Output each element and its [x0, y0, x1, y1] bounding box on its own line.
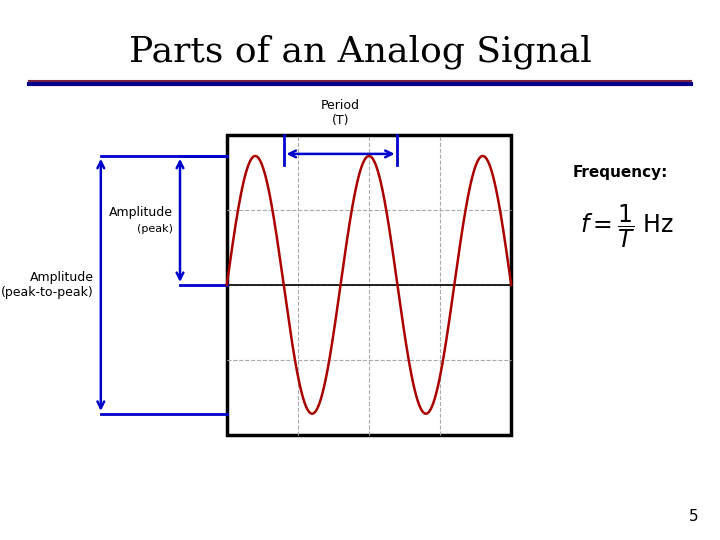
Text: Period
(T): Period (T)	[321, 99, 360, 127]
Bar	[227, 135, 511, 435]
Text: Parts of an Analog Signal: Parts of an Analog Signal	[129, 34, 591, 69]
Text: Frequency:: Frequency:	[572, 165, 667, 180]
Text: $f = \dfrac{1}{T}\ \mathrm{Hz}$: $f = \dfrac{1}{T}\ \mathrm{Hz}$	[580, 203, 674, 251]
Text: Amplitude: Amplitude	[109, 206, 173, 219]
Text: Amplitude
(peak-to-peak): Amplitude (peak-to-peak)	[1, 271, 94, 299]
Text: 5: 5	[689, 509, 698, 524]
Text: (peak): (peak)	[137, 224, 173, 233]
